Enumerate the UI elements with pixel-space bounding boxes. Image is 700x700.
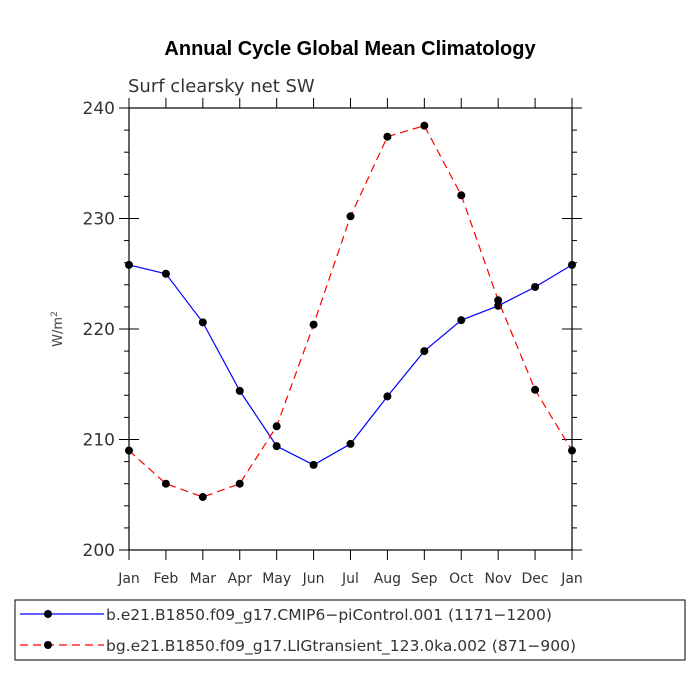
- series-layer: [125, 121, 576, 501]
- y-tick-label: 220: [83, 320, 115, 340]
- x-tick-label: Feb: [154, 571, 179, 587]
- legend: b.e21.B1850.f09_g17.CMIP6−piControl.001 …: [14, 599, 686, 661]
- x-tick-label: Jan: [117, 571, 140, 587]
- series-2-point: [457, 191, 466, 200]
- y-tick-label: 210: [83, 431, 115, 451]
- axis-ticks: [119, 98, 582, 560]
- chart-title: Annual Cycle Global Mean Climatology: [164, 38, 536, 60]
- series-2-point: [198, 492, 207, 501]
- series-1-point: [161, 269, 170, 278]
- series-1-point: [457, 316, 466, 325]
- series-2-point: [531, 385, 540, 394]
- plot-area: [128, 107, 573, 551]
- x-tick-label: May: [262, 571, 291, 587]
- x-tick-label: Nov: [485, 571, 512, 587]
- series-2-point: [494, 296, 503, 305]
- series-2-point: [383, 132, 392, 141]
- x-tick-label: Mar: [190, 571, 217, 587]
- y-tick-label: 240: [83, 99, 115, 119]
- series-2-point: [161, 479, 170, 488]
- series-1-point: [494, 301, 503, 310]
- series-2-point: [235, 479, 244, 488]
- axis-tick-labels: Jan Feb Mar Apr May Jun Jul Aug Sep Oct Nov Dec Jan2…: [83, 99, 583, 587]
- legend-frame: [14, 599, 686, 661]
- series-1-point: [346, 439, 355, 448]
- x-tick-label: Jan: [560, 571, 583, 587]
- y-tick-label: 200: [83, 541, 115, 561]
- y-axis-title-main: W/m: [51, 317, 66, 347]
- series-1-point: [125, 260, 133, 269]
- series-2-point: [568, 446, 576, 455]
- series-1-point: [531, 283, 540, 292]
- plot-frame: [128, 107, 573, 551]
- series-1-point: [272, 442, 281, 451]
- x-tick-label: Apr: [228, 571, 252, 587]
- y-axis-title-superscript: 2: [50, 311, 60, 317]
- legend-marker-1: [44, 610, 52, 618]
- series-1-point: [235, 386, 244, 395]
- series-line-1: [128, 264, 573, 466]
- series-1-point: [568, 260, 576, 269]
- chart-subtitle: Surf clearsky net SW: [128, 76, 315, 97]
- x-tick-label: Jun: [302, 571, 325, 587]
- legend-marker-2: [44, 641, 52, 649]
- series-1-point: [198, 318, 207, 327]
- x-tick-label: Aug: [374, 571, 401, 587]
- x-tick-label: Oct: [449, 571, 474, 587]
- series-2-point: [309, 320, 318, 329]
- series-2-point: [420, 121, 429, 130]
- series-1-point: [383, 392, 392, 401]
- series-2-point: [346, 212, 355, 221]
- series-1-point: [420, 347, 429, 356]
- series-2-point: [272, 422, 281, 431]
- x-tick-label: Dec: [522, 571, 549, 587]
- series-2-point: [125, 446, 133, 455]
- series-1-point: [309, 460, 318, 469]
- y-axis-title: W/m2: [50, 311, 66, 347]
- x-tick-label: Jul: [341, 571, 359, 587]
- legend-label-1: b.e21.B1850.f09_g17.CMIP6−piControl.001 …: [106, 606, 552, 625]
- legend-label-2: bg.e21.B1850.f09_g17.LIGtransient_123.0k…: [106, 637, 576, 656]
- x-tick-label: Sep: [411, 571, 438, 587]
- y-tick-label: 230: [83, 210, 115, 230]
